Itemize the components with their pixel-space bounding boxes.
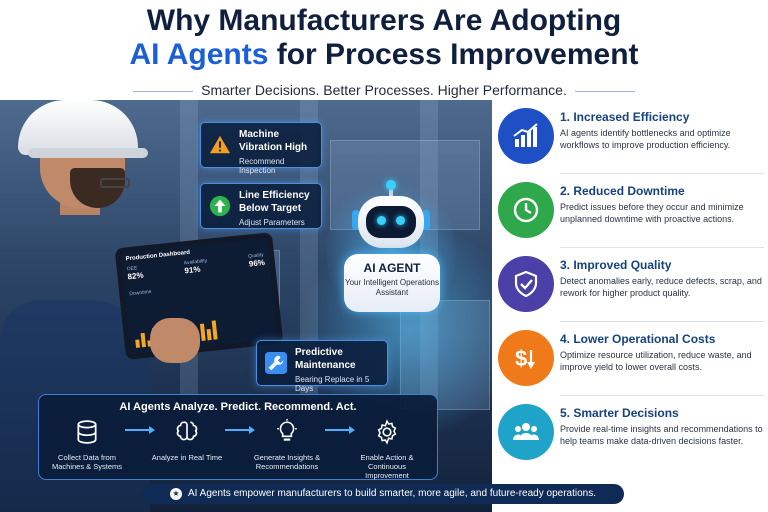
- page-subtitle: Smarter Decisions. Better Processes. Hig…: [0, 82, 768, 98]
- process-step-label: Generate Insights & Recommendations: [253, 453, 321, 471]
- hard-hat-brim: [28, 148, 148, 158]
- process-arrow: [225, 426, 255, 434]
- benefit-icon-circle: [498, 182, 554, 238]
- tablet-stat: OEE 82%: [127, 265, 145, 282]
- robot-ear: [352, 210, 360, 230]
- tablet-sublabel: Downtime: [129, 288, 152, 298]
- process-step-collect: Collect Data from Machines & Systems: [47, 419, 127, 471]
- benefit-title: 3. Improved Quality: [560, 258, 672, 272]
- benefit-divider: [560, 173, 764, 174]
- tablet-bar: [206, 328, 212, 341]
- shield-check-icon: [514, 270, 538, 298]
- alert-predictive-maintenance[interactable]: Predictive Maintenance Bearing Replace i…: [256, 340, 388, 393]
- tablet-stat: Availability 91%: [183, 258, 208, 275]
- brain-icon: [176, 421, 198, 441]
- benefit-divider: [560, 321, 764, 322]
- process-panel: AI Agents Analyze. Predict. Recommend. A…: [38, 394, 438, 480]
- benefit-item-decisions: 5. Smarter Decisions Provide real-time i…: [492, 396, 768, 470]
- footer-banner: ★ AI Agents empower manufacturers to buil…: [142, 484, 624, 504]
- title-line-2-rest: for Process Improvement: [268, 37, 639, 71]
- process-step-action: Enable Action & Continuous Improvement: [347, 419, 427, 480]
- benefit-title: 4. Lower Operational Costs: [560, 332, 716, 346]
- benefits-list: 1. Increased Efficiency AI agents identi…: [492, 100, 768, 474]
- process-step-insights: Generate Insights & Recommendations: [247, 419, 327, 471]
- benefit-icon-circle: [498, 404, 554, 460]
- tablet-bar: [199, 323, 206, 341]
- benefit-title: 2. Reduced Downtime: [560, 184, 685, 198]
- process-arrow: [125, 426, 155, 434]
- stat-value: 91%: [184, 264, 201, 276]
- arrow-up-icon: [209, 195, 231, 217]
- footer-text: AI Agents empower manufacturers to build…: [188, 488, 596, 499]
- process-step-analyze: Analyze in Real Time: [147, 419, 227, 462]
- benefit-description: Detect anomalies early, reduce defects, …: [560, 276, 762, 298]
- alert-title: Line Efficiency Below Target: [239, 190, 310, 214]
- chart-growth-icon: [513, 123, 538, 147]
- robot-eye: [377, 216, 386, 225]
- benefit-description: Provide real-time insights and recommend…: [560, 424, 763, 446]
- robot-antenna: [386, 180, 396, 198]
- tablet-bar: [140, 332, 147, 348]
- page-title: Why Manufacturers Are Adopting AI Agents…: [0, 4, 768, 71]
- benefit-divider: [560, 395, 764, 396]
- team-icon: [513, 423, 539, 440]
- lightbulb-icon: [277, 419, 297, 441]
- process-step-label: Analyze in Real Time: [151, 453, 223, 462]
- alert-detail: Adjust Parameters: [239, 218, 305, 227]
- dollar-down-icon: $: [515, 346, 535, 371]
- alert-detail: Bearing Replace in 5 Days: [295, 375, 370, 393]
- process-title: AI Agents Analyze. Predict. Recommend. A…: [119, 401, 357, 413]
- safety-glasses: [100, 178, 130, 188]
- title-accent: AI Agents: [129, 37, 269, 71]
- alert-detail: Recommend Inspection: [239, 157, 285, 175]
- benefit-item-costs: $ 4. Lower Operational Costs Optimize re…: [492, 322, 768, 396]
- svg-text:$: $: [515, 346, 527, 371]
- tablet-bar: [135, 339, 141, 348]
- title-line-2: AI Agents for Process Improvement: [0, 38, 768, 72]
- ai-agent-title: AI AGENT: [363, 261, 421, 275]
- benefit-description: Predict issues before they occur and min…: [560, 202, 744, 224]
- ai-agent-robot: AI AGENT Your Intelligent Operations Ass…: [326, 176, 456, 326]
- tablet-bar: [211, 320, 218, 340]
- benefit-icon-circle: [498, 108, 554, 164]
- benefit-divider: [560, 247, 764, 248]
- benefit-item-efficiency: 1. Increased Efficiency AI agents identi…: [492, 100, 768, 174]
- robot-face: [366, 206, 416, 238]
- tablet-stat: Quality 96%: [248, 252, 265, 269]
- benefit-title: 5. Smarter Decisions: [560, 406, 679, 420]
- process-arrow: [325, 426, 355, 434]
- benefit-description: Optimize resource utilization, reduce wa…: [560, 350, 752, 372]
- process-steps: Collect Data from Machines & Systems Ana…: [47, 419, 431, 480]
- wrench-icon: [265, 352, 287, 374]
- benefit-item-quality: 3. Improved Quality Detect anomalies ear…: [492, 248, 768, 322]
- star-icon: ★: [170, 488, 182, 500]
- alert-title: Machine Vibration High: [239, 129, 308, 153]
- robot-head-icon: [358, 196, 424, 248]
- robot-ear: [422, 210, 430, 230]
- stat-value: 82%: [127, 270, 145, 282]
- hard-hat-icon: [18, 100, 138, 155]
- benefit-item-downtime: 2. Reduced Downtime Predict issues befor…: [492, 174, 768, 248]
- process-step-label: Collect Data from Machines & Systems: [51, 453, 123, 471]
- benefit-icon-circle: [498, 256, 554, 312]
- alert-title: Predictive Maintenance: [295, 347, 356, 371]
- benefit-description: AI agents identify bottlenecks and optim…: [560, 128, 731, 150]
- clock-icon: [513, 197, 539, 223]
- benefit-icon-circle: $: [498, 330, 554, 386]
- alert-line-efficiency[interactable]: Line Efficiency Below Target Adjust Para…: [200, 183, 322, 229]
- stat-value: 96%: [248, 257, 266, 269]
- database-icon: [77, 420, 97, 444]
- robot-eye: [396, 216, 405, 225]
- worker-hand: [150, 318, 200, 363]
- ai-agent-subtitle: Your Intelligent Operations Assistant: [345, 278, 439, 297]
- title-line-1: Why Manufacturers Are Adopting: [146, 4, 622, 37]
- benefit-title: 1. Increased Efficiency: [560, 110, 690, 124]
- ai-agent-badge: AI AGENT Your Intelligent Operations Ass…: [344, 254, 440, 312]
- gear-icon: [377, 419, 397, 445]
- warning-icon: [209, 135, 231, 154]
- process-step-label: Enable Action & Continuous Improvement: [360, 453, 414, 480]
- alert-machine-vibration[interactable]: Machine Vibration High Recommend Inspect…: [200, 122, 322, 175]
